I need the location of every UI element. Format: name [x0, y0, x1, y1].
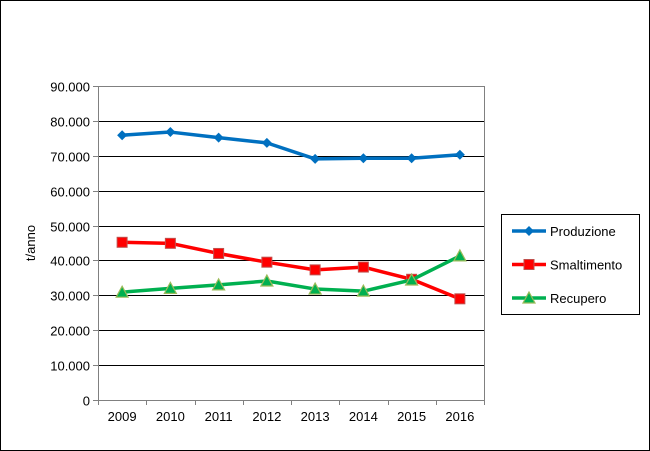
y-tick-label: 70.000: [50, 150, 90, 165]
y-tick-label: 80.000: [50, 115, 90, 130]
data-point-square: [261, 256, 273, 268]
y-tick-label: 60.000: [50, 185, 90, 200]
data-point-triangle: [404, 272, 419, 286]
series-produzione: [117, 127, 465, 164]
x-tick-label: 2016: [445, 409, 474, 424]
y-tick-label: 30.000: [50, 289, 90, 304]
data-point-square: [116, 236, 128, 248]
series-line: [122, 240, 461, 301]
legend: Produzione Smaltimento Recupero: [501, 214, 640, 315]
data-point-triangle: [356, 283, 371, 297]
data-point-triangle: [115, 284, 130, 298]
y-tick-label: 40.000: [50, 254, 90, 269]
y-tick-label: 20.000: [50, 324, 90, 339]
y-tick-label: 90.000: [50, 80, 90, 95]
x-tick-label: 2011: [205, 409, 233, 424]
data-point-square: [357, 261, 369, 273]
y-tick-label: 0: [83, 394, 90, 409]
data-point-square: [213, 247, 225, 259]
data-point-diamond: [524, 226, 534, 236]
x-tick-label: 2010: [156, 409, 185, 424]
data-point-diamond: [165, 127, 176, 138]
data-point-diamond: [454, 149, 465, 160]
x-tick-label: 2014: [349, 409, 378, 424]
y-tick-label: 50.000: [50, 220, 90, 235]
x-tick-label: 2013: [301, 409, 330, 424]
data-point-square: [454, 293, 466, 305]
x-tick-label: 2009: [108, 409, 137, 424]
legend-label: Smaltimento: [550, 258, 622, 273]
legend-label: Recupero: [550, 291, 606, 306]
data-point-diamond: [310, 153, 321, 164]
data-point-square: [523, 259, 535, 270]
data-point-diamond: [117, 130, 128, 141]
series-recupero: [115, 248, 467, 298]
y-axis-label: t/anno: [23, 225, 38, 261]
data-point-diamond: [261, 137, 272, 148]
series-line: [121, 254, 461, 294]
series-line: [122, 130, 461, 161]
data-point-square: [309, 264, 321, 276]
data-point-diamond: [406, 153, 417, 164]
y-tick-label: 10.000: [50, 359, 90, 374]
data-point-diamond: [358, 153, 369, 164]
data-point-triangle: [452, 248, 467, 262]
data-point-triangle: [259, 273, 274, 287]
x-tick-label: 2015: [397, 409, 426, 424]
legend-label: Produzione: [550, 224, 616, 239]
data-point-triangle: [211, 277, 226, 291]
data-point-triangle: [521, 290, 537, 304]
data-point-triangle: [308, 281, 323, 295]
data-point-triangle: [163, 281, 178, 294]
x-tick-label: 2012: [252, 409, 281, 424]
data-point-diamond: [213, 132, 224, 143]
data-point-square: [164, 237, 176, 249]
